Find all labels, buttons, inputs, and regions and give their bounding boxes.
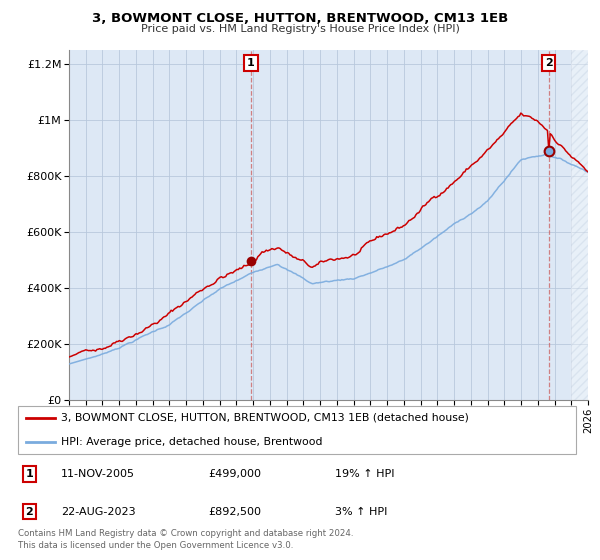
Text: 3, BOWMONT CLOSE, HUTTON, BRENTWOOD, CM13 1EB (detached house): 3, BOWMONT CLOSE, HUTTON, BRENTWOOD, CM1…: [61, 413, 469, 423]
Bar: [571, 50, 588, 400]
Text: 19% ↑ HPI: 19% ↑ HPI: [335, 469, 394, 479]
Text: 1: 1: [247, 58, 255, 68]
Text: Contains HM Land Registry data © Crown copyright and database right 2024.
This d: Contains HM Land Registry data © Crown c…: [18, 529, 353, 550]
Text: 2: 2: [25, 507, 33, 517]
Text: 3% ↑ HPI: 3% ↑ HPI: [335, 507, 387, 517]
Text: HPI: Average price, detached house, Brentwood: HPI: Average price, detached house, Bren…: [61, 437, 322, 447]
Text: 11-NOV-2005: 11-NOV-2005: [61, 469, 135, 479]
Text: 3, BOWMONT CLOSE, HUTTON, BRENTWOOD, CM13 1EB: 3, BOWMONT CLOSE, HUTTON, BRENTWOOD, CM1…: [92, 12, 508, 25]
Text: 22-AUG-2023: 22-AUG-2023: [61, 507, 136, 517]
Bar: [571, 50, 588, 400]
Text: 1: 1: [25, 469, 33, 479]
Text: Price paid vs. HM Land Registry's House Price Index (HPI): Price paid vs. HM Land Registry's House …: [140, 24, 460, 34]
Text: £892,500: £892,500: [208, 507, 261, 517]
FancyBboxPatch shape: [18, 406, 577, 454]
Text: £499,000: £499,000: [208, 469, 261, 479]
Text: 2: 2: [545, 58, 553, 68]
